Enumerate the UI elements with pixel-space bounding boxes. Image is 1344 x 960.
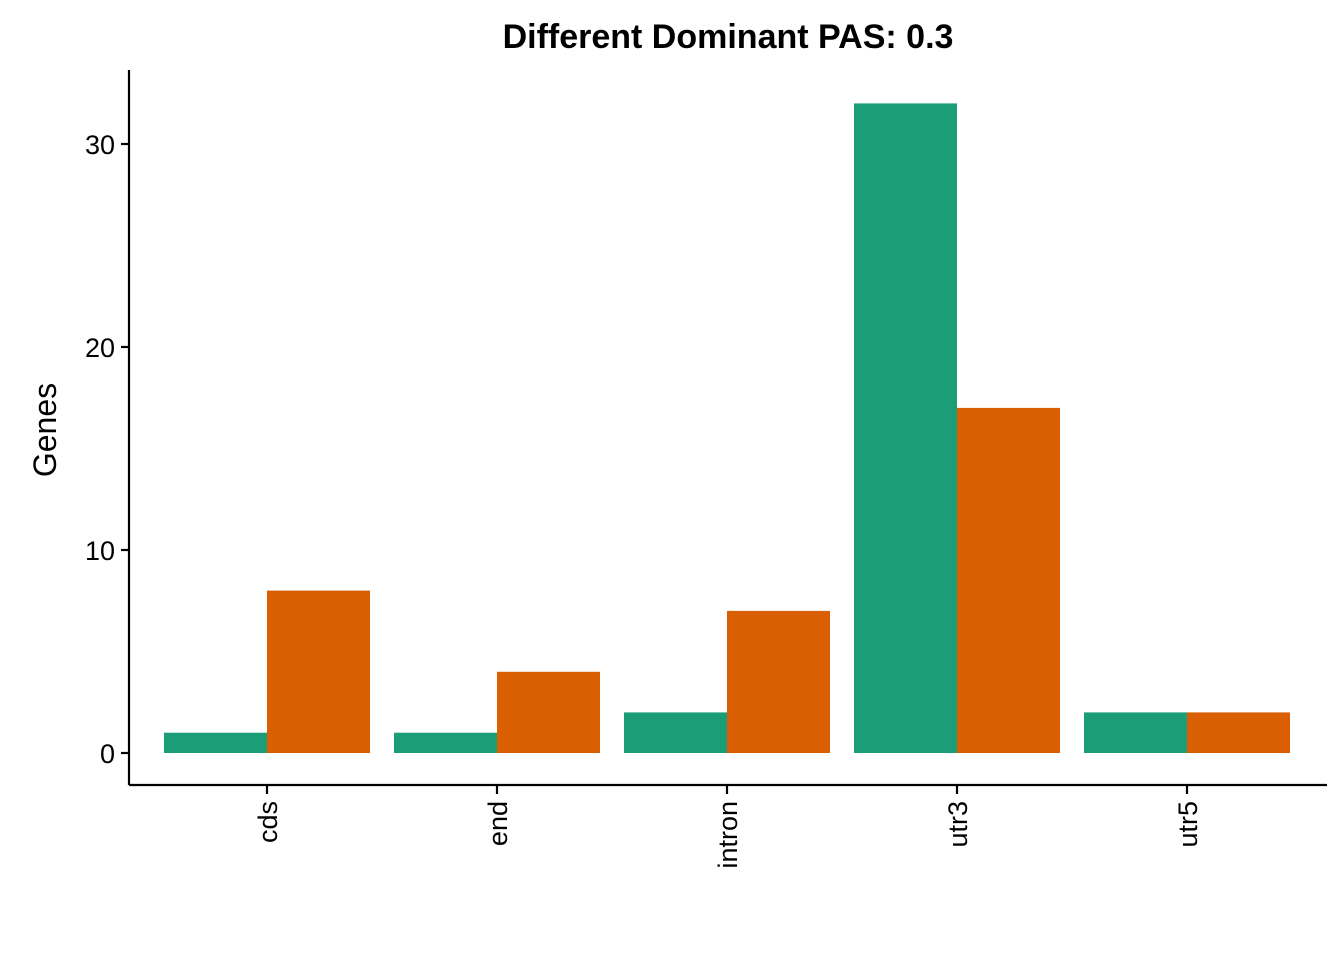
bar-utr3-series-1 — [854, 103, 957, 753]
bar-utr5-series-2 — [1187, 712, 1290, 753]
bar-utr5-series-1 — [1084, 712, 1187, 753]
x-tick-label-utr3: utr3 — [943, 801, 973, 848]
y-axis-label: Genes — [27, 383, 63, 477]
chart-title: Different Dominant PAS: 0.3 — [503, 18, 954, 56]
x-tick-label-cds: cds — [253, 801, 283, 843]
axes-layer: 0 10 20 30 cds end intron utr3 utr5 — [85, 70, 1327, 869]
bar-end-series-1 — [394, 732, 497, 753]
x-tick-label-utr5: utr5 — [1173, 801, 1203, 848]
y-tick-label-20: 20 — [85, 333, 115, 363]
bar-end-series-2 — [497, 671, 600, 753]
y-tick-label-0: 0 — [100, 739, 115, 769]
bars-layer — [164, 103, 1290, 753]
bar-intron-series-2 — [727, 610, 830, 753]
bar-intron-series-1 — [624, 712, 727, 753]
bar-cds-series-1 — [164, 732, 267, 753]
x-tick-label-end: end — [483, 801, 513, 846]
bar-cds-series-2 — [267, 590, 370, 753]
y-tick-label-10: 10 — [85, 536, 115, 566]
bar-utr3-series-2 — [957, 407, 1060, 753]
x-tick-label-intron: intron — [713, 801, 743, 869]
y-tick-label-30: 30 — [85, 130, 115, 160]
